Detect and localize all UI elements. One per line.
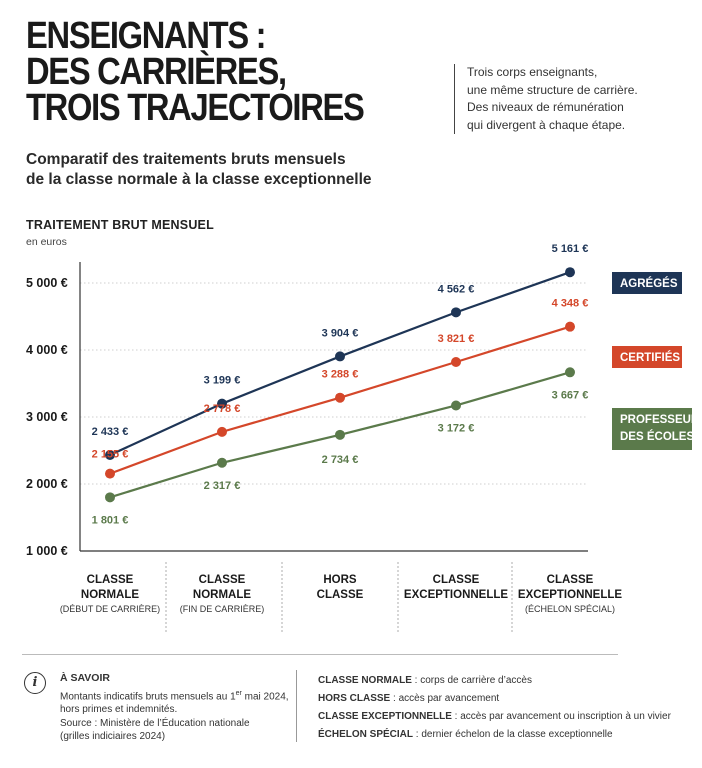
- y-tick-label: 2 000 €: [26, 477, 68, 491]
- x-tick-sublabel: (ÉCHELON SPÉCIAL): [525, 604, 615, 614]
- page-title: ENSEIGNANTS : DES CARRIÈRES, TROIS TRAJE…: [26, 15, 370, 129]
- savoir-text: mai 2024,: [241, 690, 289, 702]
- y-tick-label: 3 000 €: [26, 410, 68, 424]
- data-label: 2 155 €: [92, 449, 129, 461]
- subtitle-line: Comparatif des traitements bruts mensuel…: [26, 151, 346, 168]
- definition-item: ÉCHELON SPÉCIAL : dernier échelon de la …: [318, 726, 698, 744]
- definition-item: CLASSE NORMALE : corps de carrière d’acc…: [318, 672, 698, 690]
- y-axis-unit: en euros: [26, 236, 67, 248]
- data-label: 3 172 €: [438, 422, 475, 434]
- data-point: [335, 351, 345, 362]
- series-line: [109, 271, 571, 456]
- side-note-line: Des niveaux de rémunération: [467, 100, 624, 114]
- data-point: [217, 398, 227, 409]
- footer-separator: [296, 670, 297, 742]
- savoir-source: Source : Ministère de l’Éducation nation…: [60, 717, 250, 729]
- data-point: [105, 449, 115, 460]
- definition-text: : accès par avancement: [390, 693, 500, 704]
- savoir-source: (grilles indiciaires 2024): [60, 731, 166, 743]
- side-note-line: Trois corps enseignants,: [467, 65, 598, 79]
- data-label: 3 904 €: [322, 327, 359, 339]
- legend-label: AGRÉGÉS: [620, 277, 678, 290]
- subtitle-line: de la classe normale à la classe excepti…: [26, 171, 372, 188]
- data-label: 3 288 €: [322, 369, 359, 381]
- savoir-line: Montants indicatifs bruts mensuels au 1e…: [60, 687, 290, 704]
- data-point: [565, 267, 575, 278]
- data-label: 5 161 €: [552, 243, 589, 255]
- x-tick-label: CLASSE: [199, 574, 246, 586]
- data-label: 3 821 €: [438, 333, 475, 345]
- data-point: [105, 492, 115, 503]
- data-label: 3 667 €: [552, 389, 589, 401]
- data-label: 4 562 €: [438, 283, 475, 295]
- x-tick-sublabel: (FIN DE CARRIÈRE): [180, 604, 265, 614]
- definition-text: : corps de carrière d’accès: [411, 675, 532, 686]
- data-point: [451, 400, 461, 411]
- x-tick-label: NORMALE: [81, 589, 139, 601]
- title-line: DES CARRIÈRES,: [26, 51, 287, 93]
- savoir-line: hors primes et indemnités.: [60, 704, 178, 716]
- title-line: ENSEIGNANTS :: [26, 15, 267, 57]
- title-line: TROIS TRAJECTOIRES: [26, 87, 365, 129]
- definition-term: ÉCHELON SPÉCIAL: [318, 729, 414, 740]
- x-tick-label: EXCEPTIONNELLE: [404, 589, 508, 601]
- definition-term: CLASSE NORMALE: [318, 675, 412, 686]
- data-label: 2 317 €: [204, 480, 241, 492]
- savoir-sup: er: [235, 689, 242, 697]
- definition-item: HORS CLASSE : accès par avancement: [318, 690, 698, 708]
- legend-label: CERTIFIÉS: [620, 351, 680, 364]
- side-note-line: une même structure de carrière.: [467, 82, 638, 97]
- data-point: [217, 426, 227, 437]
- x-tick-label: CLASSE: [547, 574, 594, 586]
- line-chart: 1 000 € 2 000 € 3 000 € 4 000 € 5 000 € CLASS…: [26, 243, 702, 632]
- legend-label: DES ÉCOLES: [620, 430, 694, 443]
- info-icon: i: [24, 672, 46, 694]
- y-tick-label: 5 000 €: [26, 276, 68, 290]
- data-point: [335, 392, 345, 403]
- data-point: [335, 429, 345, 440]
- y-axis-title: TRAITEMENT BRUT MENSUEL: [26, 218, 214, 232]
- footer-divider: [22, 654, 618, 655]
- legend-swatch: [612, 408, 692, 450]
- savoir-title: À SAVOIR: [60, 672, 110, 684]
- definition-text: : dernier échelon de la classe exception…: [413, 729, 613, 740]
- y-tick-label: 1 000 €: [26, 544, 68, 558]
- legend-label: PROFESSEURS: [620, 414, 702, 426]
- definition-item: CLASSE EXCEPTIONNELLE : accès par avance…: [318, 708, 698, 726]
- side-note: Trois corps enseignants, une même struct…: [454, 64, 667, 134]
- chart-subtitle: Comparatif des traitements bruts mensuel…: [26, 150, 406, 190]
- legend-swatch: [612, 272, 682, 294]
- x-tick-label: EXCEPTIONNELLE: [518, 589, 622, 601]
- x-tick-label: CLASSE: [87, 574, 134, 586]
- y-tick-label: 4 000 €: [26, 343, 68, 357]
- x-tick-label: HORS: [323, 574, 357, 586]
- data-label: 2 778 €: [204, 403, 241, 415]
- data-label: 3 199 €: [204, 375, 241, 387]
- savoir-text: Montants indicatifs bruts mensuels au 1: [60, 690, 236, 702]
- savoir-note: À SAVOIR Montants indicatifs bruts mensu…: [60, 672, 290, 744]
- definition-text: : accès par avancement ou inscription à …: [451, 711, 671, 722]
- definition-term: HORS CLASSE: [318, 693, 391, 704]
- data-point: [451, 356, 461, 367]
- data-label: 2 734 €: [322, 454, 359, 466]
- side-note-line: qui divergent à chaque étape.: [467, 117, 626, 132]
- definition-term: CLASSE EXCEPTIONNELLE: [318, 711, 452, 722]
- data-point: [565, 367, 575, 378]
- x-tick-label: CLASSE: [433, 574, 480, 586]
- x-tick-label: NORMALE: [193, 589, 251, 601]
- data-point: [565, 321, 575, 332]
- data-label: 1 801 €: [92, 514, 129, 526]
- x-tick-label: CLASSE: [317, 589, 364, 601]
- legend-swatch: [612, 346, 682, 368]
- definitions-list: CLASSE NORMALE : corps de carrière d’acc…: [318, 672, 698, 744]
- data-label: 2 433 €: [92, 426, 129, 438]
- data-point: [217, 457, 227, 468]
- data-point: [451, 307, 461, 318]
- data-label: 4 348 €: [552, 298, 589, 310]
- data-point: [105, 468, 115, 479]
- x-tick-sublabel: (DÉBUT DE CARRIÈRE): [60, 604, 160, 614]
